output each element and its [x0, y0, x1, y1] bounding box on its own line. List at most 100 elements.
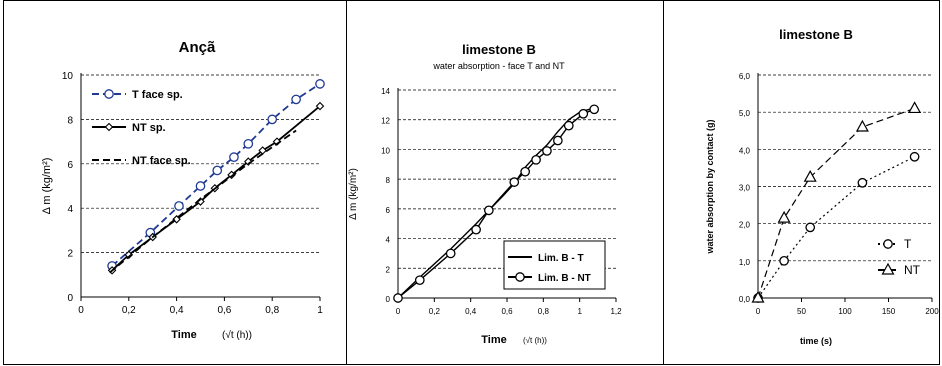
y-tick-label: 0 — [67, 293, 73, 304]
legend-marker-1 — [515, 272, 525, 282]
data-point — [124, 250, 134, 260]
data-point — [803, 169, 817, 182]
legend-marker-1 — [881, 262, 895, 275]
y-tick-label: 10 — [381, 146, 390, 155]
x-axis-label: Time — [481, 334, 506, 346]
x-tick-label: 0 — [396, 307, 401, 316]
data-point — [909, 151, 920, 162]
y-tick-label: 1,0 — [739, 258, 751, 267]
x-tick-label: 150 — [882, 307, 896, 316]
data-point — [291, 94, 301, 105]
x-tick-label: 1,2 — [610, 307, 622, 316]
x-axis-label: time (s) — [800, 336, 832, 346]
x-tick-label: 200 — [925, 307, 939, 316]
x-tick-label: 0,2 — [429, 307, 441, 316]
data-point — [212, 165, 223, 176]
data-point — [483, 205, 494, 216]
y-tick-label: 14 — [381, 87, 390, 96]
data-point — [267, 114, 278, 125]
data-point — [779, 255, 789, 266]
data-point — [751, 290, 765, 303]
y-axis-label: Δ m (kg/m²) — [41, 158, 53, 215]
x-axis-unit: (√t (h)) — [523, 336, 547, 345]
data-point — [174, 201, 184, 211]
y-axis-label: water absorption by contact (g) — [705, 119, 715, 254]
data-point — [589, 104, 600, 115]
chart-title: Ançã — [179, 39, 216, 56]
x-tick-label: 50 — [797, 307, 806, 316]
y-tick-label: 2,0 — [739, 221, 751, 230]
chart-limestone-b-contact: limestone B 0,0 1,0 2,0 3,0 4,0 5,0 6,0 0 50 100 15… — [705, 27, 939, 346]
y-tick-label: 8 — [67, 115, 73, 126]
y-tick-label: 0 — [386, 295, 391, 304]
y-tick-label: 4 — [67, 204, 73, 215]
y-tick-label: 6 — [386, 206, 391, 215]
y-tick-label: 2 — [386, 265, 391, 274]
y-tick-label: 0,0 — [739, 295, 751, 304]
data-point — [414, 275, 425, 286]
data-point — [315, 101, 325, 111]
series-line-0 — [111, 83, 321, 267]
x-axis-label: Time — [171, 329, 196, 341]
chart-title: limestone B — [462, 42, 536, 57]
data-point — [553, 135, 563, 146]
data-point — [471, 224, 481, 235]
y-axis-label: Δ m (kg/m²) — [348, 168, 359, 220]
series-line-2 — [109, 129, 297, 274]
legend-label-0: T — [904, 237, 912, 251]
data-point — [805, 222, 816, 233]
data-point — [393, 293, 403, 303]
x-tick-label: 0 — [78, 305, 84, 316]
chart-limestone-b-time: limestone B water absorption - face T and… — [348, 42, 622, 346]
legend-marker-0 — [104, 89, 114, 99]
data-point — [243, 138, 254, 149]
x-tick-label: 0,6 — [501, 307, 513, 316]
x-tick-label: 0,4 — [170, 305, 184, 316]
chart-title: limestone B — [779, 27, 853, 42]
x-axis-unit: (√t (h)) — [222, 329, 252, 341]
x-tick-label: 0,4 — [465, 307, 477, 316]
data-point — [578, 108, 589, 119]
data-point — [509, 177, 520, 187]
x-tick-label: 0,8 — [538, 307, 550, 316]
legend-label-1: NT sp. — [132, 122, 166, 134]
data-point — [195, 181, 206, 191]
data-point — [857, 177, 868, 188]
y-tick-label: 8 — [386, 176, 391, 185]
y-tick-label: 12 — [381, 117, 390, 126]
x-tick-label: 0,8 — [265, 305, 279, 316]
x-tick-label: 1 — [317, 305, 323, 316]
y-tick-label: 6 — [67, 160, 73, 171]
x-tick-label: 0,6 — [217, 305, 231, 316]
chart-panel-ancha: Ançã 0 2 4 6 8 10 0 0,2 0,4 0,6 0,8 1 Time (√t (h)) Δ m… — [3, 0, 346, 365]
data-point — [777, 210, 791, 223]
data-point — [542, 146, 552, 156]
chart-panel-limestone-b-contact: limestone B 0,0 1,0 2,0 3,0 4,0 5,0 6,0 0 50 100 15… — [663, 0, 940, 365]
legend-marker-0 — [883, 239, 893, 249]
x-tick-label: 0,2 — [122, 305, 136, 316]
data-point — [445, 248, 456, 259]
legend-label-0: Lim. B - T — [538, 253, 584, 264]
legend-label-1: NT — [904, 263, 921, 277]
y-tick-label: 5,0 — [739, 109, 751, 118]
data-point — [855, 119, 869, 132]
y-tick-label: 4,0 — [739, 146, 751, 155]
x-tick-label: 0 — [756, 307, 761, 316]
chart-ancha: Ançã 0 2 4 6 8 10 0 0,2 0,4 0,6 0,8 1 Time (√t (h)) Δ m… — [41, 39, 325, 341]
data-point — [563, 120, 574, 131]
y-tick-label: 2 — [67, 249, 73, 260]
legend-label-0: T face sp. — [132, 89, 183, 101]
data-point — [315, 79, 325, 89]
y-tick-label: 4 — [386, 236, 391, 245]
legend-label-2: NT face sp. — [132, 155, 191, 167]
data-point — [531, 154, 541, 165]
y-tick-label: 6,0 — [739, 72, 751, 81]
chart-subtitle: water absorption - face T and NT — [432, 61, 565, 71]
data-point — [520, 166, 531, 177]
data-point — [229, 152, 239, 162]
x-tick-label: 100 — [838, 307, 852, 316]
legend-marker-1 — [104, 122, 114, 132]
x-tick-label: 1 — [577, 307, 582, 316]
chart-panel-limestone-b: limestone B water absorption - face T and… — [346, 0, 663, 365]
y-tick-label: 10 — [62, 71, 74, 82]
